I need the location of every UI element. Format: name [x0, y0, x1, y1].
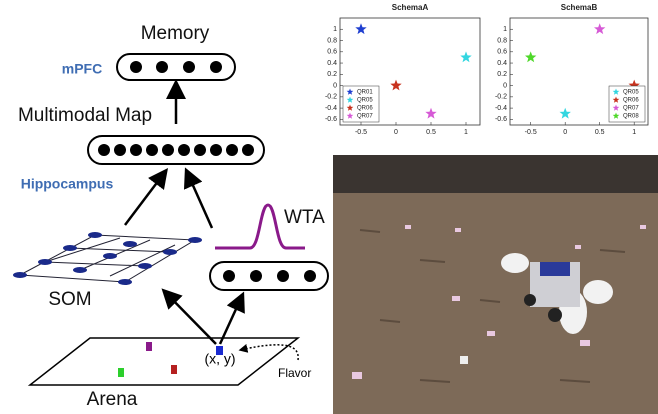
hippocampus-label: Hippocampus: [21, 176, 114, 192]
y-tick-label: -0.2: [325, 94, 337, 101]
x-tick-label: -0.5: [525, 129, 537, 136]
y-tick-label: -0.6: [495, 116, 507, 123]
arena-floor: [30, 338, 298, 385]
x-tick-label: 1: [632, 129, 636, 136]
y-tick-label: 0.2: [327, 71, 337, 78]
y-tick-label: 0.4: [497, 60, 507, 67]
chart-title: SchemaB: [561, 3, 598, 12]
wta-units: [223, 270, 316, 282]
y-tick-label: 1: [333, 26, 337, 33]
y-tick-label: 0.2: [497, 71, 507, 78]
y-tick-label: 1: [503, 26, 507, 33]
legend-label: QR07: [357, 114, 373, 120]
position-label: (x, y): [204, 351, 235, 367]
x-tick-label: 0.5: [595, 129, 605, 136]
chart-title: SchemaA: [392, 3, 429, 12]
y-tick-label: 0.6: [497, 49, 507, 56]
map-units: [98, 144, 254, 156]
x-tick-label: 0.5: [426, 129, 436, 136]
x-tick-label: -0.5: [355, 129, 367, 136]
y-tick-label: 0: [333, 82, 337, 89]
arena-label: Arena: [87, 389, 138, 410]
legend-label: QR08: [623, 114, 639, 120]
mpfc-label: mPFC: [62, 61, 102, 77]
y-tick-label: -0.4: [495, 105, 507, 112]
legend-label: QR01: [357, 90, 373, 96]
charts: SchemaA -0.5 0 0.5 1 -0.6 -0.4 -0.2 0 0.2 0.4 0.6 0.…: [325, 3, 648, 136]
wta-label: WTA: [284, 207, 325, 228]
memory-units: [130, 61, 222, 73]
x-tick-label: 0: [394, 129, 398, 136]
photo: [333, 155, 658, 414]
legend-label: QR05: [357, 98, 373, 104]
cue: [171, 365, 177, 374]
map-label: Multimodal Map: [18, 105, 152, 126]
arrow: [125, 172, 165, 225]
arrow: [187, 172, 212, 228]
som-label: SOM: [48, 289, 91, 310]
flavor-label: Flavor: [278, 366, 311, 380]
som-nodes: [13, 232, 202, 285]
x-tick-label: 0: [563, 129, 567, 136]
legend-label: QR07: [623, 106, 639, 112]
y-tick-label: -0.2: [495, 94, 507, 101]
y-tick-label: 0.8: [497, 37, 507, 44]
arrow: [165, 292, 216, 344]
cue: [146, 342, 152, 351]
legend-label: QR05: [623, 90, 639, 96]
y-tick-label: 0: [503, 82, 507, 89]
x-tick-label: 1: [464, 129, 468, 136]
arrow: [220, 296, 242, 344]
legend-label: QR06: [623, 98, 639, 104]
figure: Memory mPFC Multimodal Map Hippocampus S…: [0, 0, 658, 414]
diagram: Memory mPFC Multimodal Map Hippocampus S…: [13, 23, 328, 410]
y-tick-label: 0.4: [327, 60, 337, 67]
y-tick-label: 0.6: [327, 49, 337, 56]
legend-label: QR06: [357, 106, 373, 112]
y-tick-label: -0.4: [325, 105, 337, 112]
flavor-arrow: [240, 345, 298, 360]
y-tick-label: -0.6: [325, 116, 337, 123]
cue: [118, 368, 124, 377]
memory-label: Memory: [141, 23, 210, 44]
y-tick-label: 0.8: [327, 37, 337, 44]
